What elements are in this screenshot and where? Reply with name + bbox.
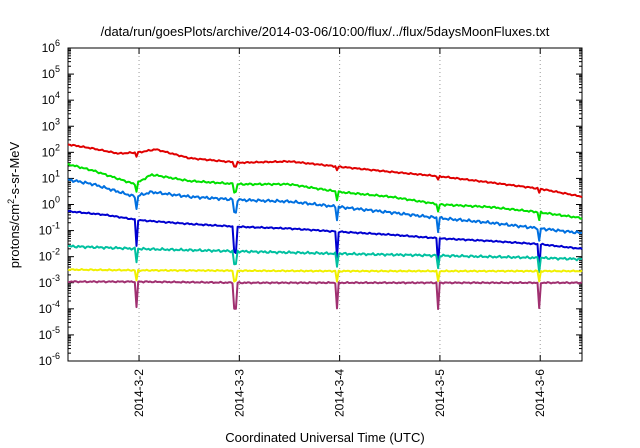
y-tick-label: 10-4 — [39, 299, 60, 316]
y-tick-label: 10-6 — [39, 351, 60, 368]
x-tick-label: 2014-3-3 — [232, 369, 246, 417]
x-axis-ticks: 2014-3-2 2014-3-3 2014-3-4 2014-3-5 2014-3-6 — [132, 48, 547, 417]
y-axis-label: protons/cm2-s-sr-MeV — [6, 141, 22, 268]
x-tick-label: 2014-3-5 — [433, 369, 447, 417]
grid-lines — [138, 48, 541, 361]
series-line-4 — [67, 209, 583, 272]
y-tick-label: 10-2 — [39, 247, 60, 264]
series-line-3 — [67, 178, 582, 242]
y-axis-ticks: 10-6 10-5 10-4 10-3 10-2 10-1 100 101 102 103 104 1… — [39, 38, 582, 368]
series-line-2 — [67, 162, 583, 221]
series-group — [67, 143, 583, 310]
series-line-6 — [67, 268, 583, 283]
y-tick-label: 10-3 — [39, 273, 60, 290]
y-tick-label: 102 — [42, 142, 60, 159]
y-axis-label-post: -s-sr-MeV — [7, 141, 22, 198]
series-line-1 — [67, 143, 583, 199]
x-axis-label: Coordinated Universal Time (UTC) — [225, 430, 424, 445]
y-axis-label-sup: 2 — [6, 199, 16, 204]
x-tick-label: 2014-3-6 — [533, 369, 547, 417]
chart-title: /data/run/goesPlots/archive/2014-03-06/1… — [101, 24, 550, 39]
y-tick-label: 10-5 — [39, 325, 60, 342]
series-line-7 — [67, 280, 583, 310]
y-tick-label: 104 — [42, 90, 60, 107]
y-tick-label: 100 — [42, 195, 60, 212]
y-tick-label: 101 — [42, 168, 60, 185]
y-tick-label: 106 — [42, 38, 60, 55]
y-tick-label: 103 — [42, 116, 60, 133]
x-tick-label: 2014-3-2 — [132, 369, 146, 417]
y-tick-label: 10-1 — [39, 221, 60, 238]
series-line-5 — [67, 244, 583, 274]
x-tick-label: 2014-3-4 — [333, 369, 347, 417]
y-axis-label-pre: protons/cm — [7, 204, 22, 268]
y-tick-label: 105 — [42, 64, 60, 81]
